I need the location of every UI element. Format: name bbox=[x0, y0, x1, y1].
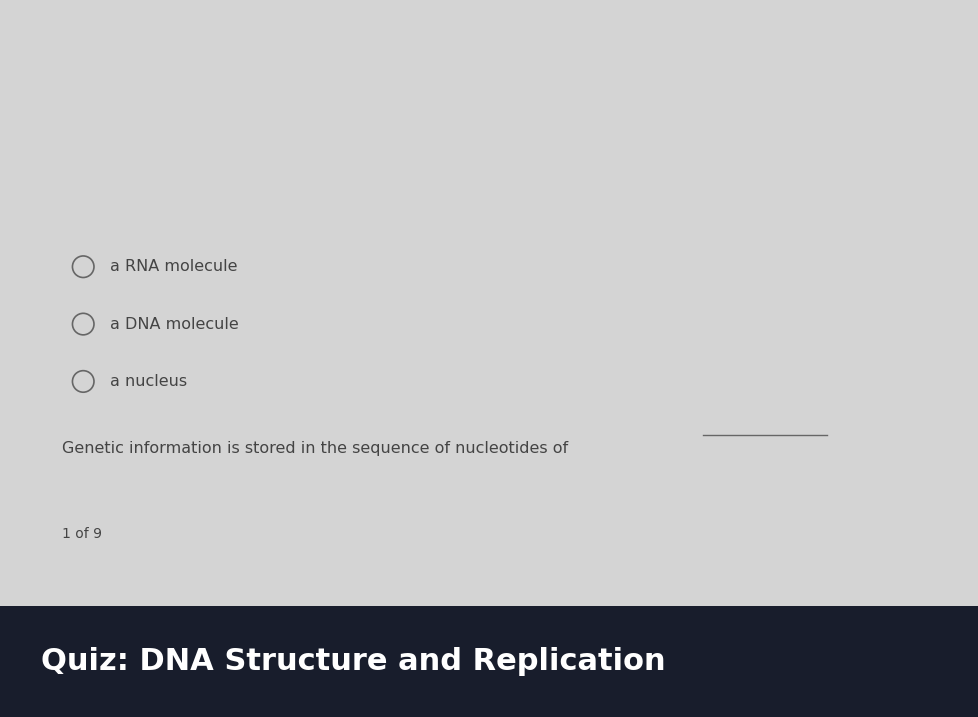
Text: a DNA molecule: a DNA molecule bbox=[110, 317, 239, 331]
Bar bbox=[0, 606, 978, 717]
Text: Genetic information is stored in the sequence of nucleotides of: Genetic information is stored in the seq… bbox=[62, 441, 567, 455]
Text: 1 of 9: 1 of 9 bbox=[62, 527, 102, 541]
Text: a RNA molecule: a RNA molecule bbox=[110, 260, 237, 274]
Text: Quiz: DNA Structure and Replication: Quiz: DNA Structure and Replication bbox=[41, 647, 665, 676]
Text: a nucleus: a nucleus bbox=[110, 374, 187, 389]
